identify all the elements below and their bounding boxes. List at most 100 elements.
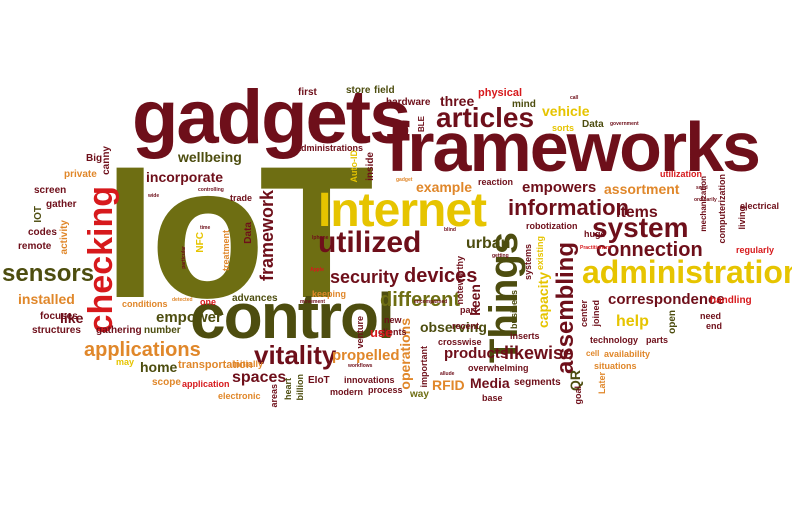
word-heart: heart [283,378,293,401]
word-regularly: regularly [736,245,775,255]
word-data: Data [582,119,604,130]
word-big: Big [86,153,103,164]
word-framework: framework [257,190,277,282]
word-controlling: controlling [198,187,224,193]
word-information: information [508,195,629,220]
word-internet: Internet [318,184,487,237]
word-computerization: computerization [717,174,727,244]
word-incorporate: incorporate [146,169,224,185]
word-observing: observing [420,319,487,335]
word-example: example [416,179,473,195]
word-keeping: keeping [312,289,347,299]
word-venture: venture [355,316,365,349]
word-process: process [368,385,403,395]
word-items: items [616,204,658,221]
word-important: important [419,346,429,388]
word-way: way [410,389,429,400]
word-government: government [610,121,639,127]
word-billion: billion [295,374,305,401]
word-number: number [144,325,181,336]
word-huge: huge [584,229,606,239]
word-cell: cell [586,349,600,358]
word-wide: wide [148,193,160,199]
word-devices: devices [404,265,478,287]
word-private: private [64,169,97,180]
word-security: security [330,267,400,287]
word-iphone: Iphone [312,235,329,241]
word-workflows: workflows [348,363,373,369]
word-noteworthy: noteworthy [455,256,465,305]
word-gather: gather [46,199,77,210]
word-base: base [482,393,503,403]
word-center: center [579,300,589,328]
word-nfc: NFC [195,232,206,253]
word-products: products [444,345,509,362]
word-technology: technology [590,335,639,345]
word-blind: blind [444,227,456,233]
word-different: different [380,289,460,311]
word-existing: existing [535,236,545,271]
word-urban: urban [466,235,511,252]
word-correspondence: correspondence [608,291,725,308]
word-focuses: focuses [40,311,78,322]
word-may: may [116,357,135,367]
word-robotization: robotization [526,221,578,231]
word-detected: detected [172,297,193,303]
word-like: like [60,310,84,326]
word-situations: situations [594,361,637,371]
word-auto-id: Auto-ID [349,150,359,183]
word-allude: allude [440,371,455,377]
word-first: first [298,87,317,98]
word-crosswise: crosswise [438,337,482,347]
word-help: help [616,313,649,330]
word-mind: mind [512,99,536,110]
word-scope: scope [152,377,181,388]
word-administrations: administrations [296,143,364,153]
word-utilization: utilization [660,169,702,179]
word-rfid: RFID [432,377,465,393]
word-remote: remote [18,241,52,252]
word-screen: screen [34,185,67,196]
word-utilized: utilized [318,226,422,259]
word-joined: joined [591,300,601,327]
word-need: need [700,311,722,321]
word-time: time [200,225,211,231]
word-parts: parts [646,335,669,345]
word-connection: connection [596,239,703,261]
word-call: call [570,95,579,101]
word-overwhelming: overwhelming [468,363,529,373]
word-recent: recent [452,321,480,331]
word-likewise: likewise [504,343,574,363]
word-movement: movement [300,299,326,305]
word-iot: IoT [104,127,374,337]
word-new: new [384,315,402,325]
word-assortment: assortment [604,181,680,197]
word-availability: availability [604,349,651,359]
word-advances: advances [232,293,278,304]
word-handling: handling [710,295,752,306]
word-home: home [140,359,178,375]
word-three: three [440,93,475,109]
word-activity: activity [59,220,70,255]
word-applications: applications [84,339,201,361]
word-innovations: innovations [344,375,395,385]
word-system: system [592,212,689,243]
word-frameworks: frameworks [386,108,761,186]
word-gadgets: gadgets [132,75,411,160]
word-systems: systems [523,244,533,281]
word-capacity: capacity [535,272,551,329]
word-initially: initially [232,359,264,369]
word-areas: areas [269,384,279,408]
word-data-2: Data [243,222,254,244]
word-clients: clients [378,327,407,337]
word-control: control [190,280,395,352]
word-media: Media [470,375,510,391]
word-apple: Apple [310,267,324,273]
word-encompassed: encompassed [414,299,448,305]
word-eiot: EIoT [308,375,330,386]
word-later: Later [597,372,607,395]
word-physical: physical [478,87,523,99]
word-structures: structures [32,325,81,336]
word-solid: solid [696,185,708,191]
word-treatment: treatment [221,230,231,272]
